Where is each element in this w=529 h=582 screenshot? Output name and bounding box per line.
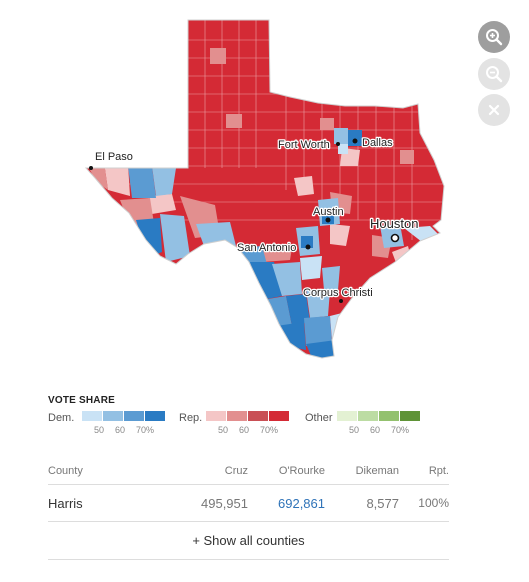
legend-tick: 50 [349, 425, 360, 435]
legend-group-rep: Rep. 50 60 70% [179, 411, 299, 439]
city-label-houston: Houston [370, 216, 418, 231]
legend-swatch [227, 411, 247, 421]
county-shape [306, 340, 336, 358]
legend-tick: 70% [260, 425, 279, 435]
legend-swatches [206, 411, 290, 421]
city-label-austin: Austin [313, 206, 344, 218]
county-shape [294, 176, 314, 196]
county-results-table: County Cruz O'Rourke Dikeman Rpt. Harris… [48, 460, 449, 560]
legend-title: VOTE SHARE [48, 395, 116, 406]
legend-swatch [248, 411, 268, 421]
legend-tick: 70% [391, 425, 410, 435]
map-svg[interactable]: El Paso Fort Worth Dallas Austin Houston… [0, 0, 470, 380]
legend-swatches [337, 411, 421, 421]
city-dot-austin [325, 217, 331, 223]
legend-swatch [269, 411, 289, 421]
cruz-votes-cell: 495,951 [201, 496, 248, 511]
legend-tick: 70% [136, 425, 155, 435]
city-dot-fort-worth [336, 142, 340, 146]
county-shape [160, 214, 190, 262]
table-header-row: County Cruz O'Rourke Dikeman Rpt. [48, 460, 449, 485]
legend-swatch [145, 411, 165, 421]
legend-tick: 60 [115, 425, 126, 435]
legend-group-dem: Dem. 50 60 70% [48, 411, 173, 439]
county-shape [301, 236, 313, 248]
county-shape [400, 150, 414, 164]
county-shape [260, 245, 292, 262]
column-header-cruz: Cruz [224, 465, 248, 477]
zoom-in-button[interactable] [478, 21, 510, 53]
city-dot-el-paso [89, 166, 93, 170]
legend-swatch [103, 411, 123, 421]
city-markers [89, 138, 400, 303]
legend-group-other: Other 50 60 70% [305, 411, 430, 439]
legend-tick: 60 [239, 425, 250, 435]
column-header-county: County [48, 465, 83, 477]
legend-swatch [206, 411, 226, 421]
county-shape [136, 218, 162, 258]
legend-swatches [82, 411, 166, 421]
county-shape [226, 114, 242, 128]
legend-swatch [337, 411, 357, 421]
city-dot-corpus-christi [339, 299, 343, 303]
county-layer[interactable] [80, 15, 450, 365]
county-shape [306, 290, 330, 318]
vote-share-legend: VOTE SHARE Dem. 50 60 70% Rep. 50 60 70% [48, 395, 458, 440]
county-shape [322, 266, 340, 290]
rep-mid-counties [180, 48, 414, 262]
zoom-out-icon [486, 66, 503, 83]
show-all-counties-button[interactable]: + Show all counties [48, 522, 449, 560]
column-header-reporting: Rpt. [428, 465, 449, 477]
city-dot-dallas [352, 138, 358, 144]
table-row: Harris 495,951 692,861 8,577 100% [48, 485, 449, 522]
legend-swatch [124, 411, 144, 421]
legend-swatch [358, 411, 378, 421]
legend-swatch [379, 411, 399, 421]
county-shape [276, 322, 306, 350]
city-dot-san-antonio [305, 244, 311, 250]
legend-tick: 60 [370, 425, 381, 435]
city-label-san-antonio: San Antonio [237, 242, 296, 254]
county-shape [334, 128, 348, 144]
county-shape [148, 194, 176, 214]
close-icon [488, 104, 500, 116]
county-shape [86, 162, 108, 190]
county-shape [152, 166, 176, 196]
county-shape [304, 316, 332, 346]
legend-group-label: Dem. [48, 412, 75, 424]
reporting-cell: 100% [418, 496, 449, 510]
dikeman-votes-cell: 8,577 [366, 496, 399, 511]
city-label-el-paso: El Paso [95, 151, 133, 163]
county-shape [300, 256, 322, 280]
city-label-corpus-christi: Corpus Christi [303, 287, 373, 299]
county-shape [330, 224, 350, 246]
column-header-dikeman: Dikeman [355, 465, 399, 477]
legend-tick: 50 [94, 425, 105, 435]
county-shape [250, 262, 282, 300]
county-shape [348, 130, 362, 146]
legend-group-label: Other [305, 412, 333, 424]
legend-tick: 50 [218, 425, 229, 435]
county-name-cell: Harris [48, 496, 83, 511]
county-shape [196, 222, 236, 246]
column-header-orourke: O'Rourke [278, 465, 325, 477]
county-shape [128, 166, 156, 198]
orourke-votes-cell: 692,861 [278, 496, 325, 511]
legend-group-label: Rep. [179, 412, 203, 424]
legend-swatch [400, 411, 420, 421]
county-shape [104, 162, 130, 196]
legend-swatch [82, 411, 102, 421]
city-label-dallas: Dallas [362, 137, 393, 149]
texas-county-map[interactable]: El Paso Fort Worth Dallas Austin Houston… [0, 0, 470, 380]
county-shape [272, 262, 302, 296]
county-shape [210, 48, 226, 64]
city-label-fort-worth: Fort Worth [278, 139, 330, 151]
county-shape [320, 118, 334, 130]
county-shape [338, 144, 348, 154]
zoom-out-button[interactable] [478, 58, 510, 90]
zoom-in-icon [486, 29, 503, 46]
city-dot-houston [390, 233, 400, 243]
close-map-button[interactable] [478, 94, 510, 126]
